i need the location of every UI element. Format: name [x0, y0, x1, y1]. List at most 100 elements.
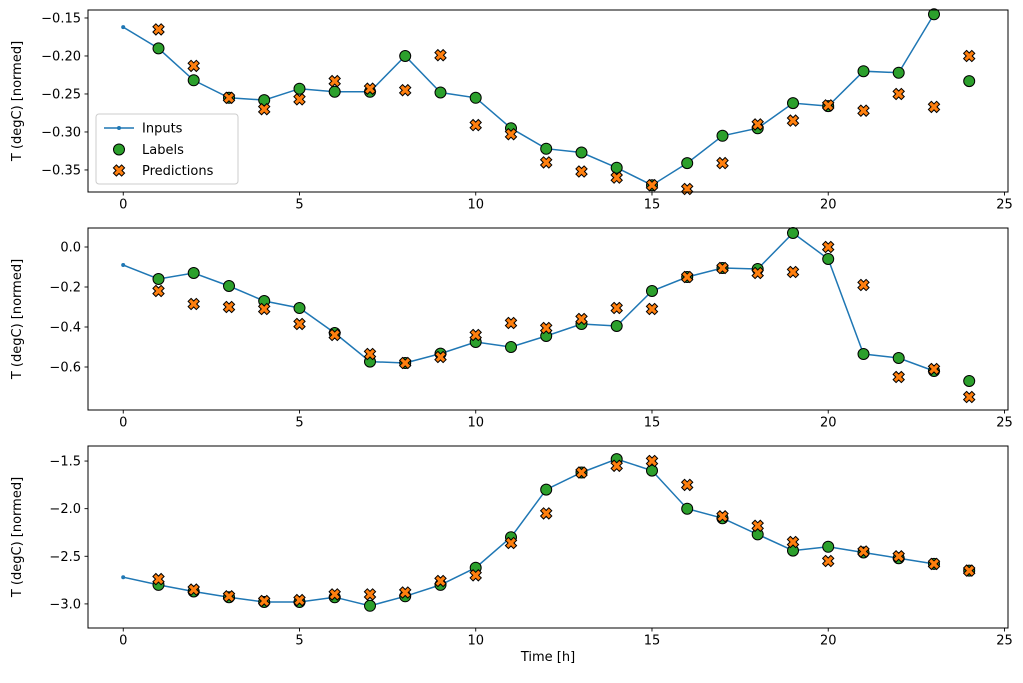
prediction-point [610, 459, 623, 473]
label-point [963, 375, 976, 387]
x-tick-label: 0 [119, 634, 127, 649]
legend-entry-predictions: Predictions [112, 164, 214, 179]
prediction-point [927, 362, 941, 376]
prediction-point [962, 564, 976, 577]
y-axis-label: T (degC) [normed] [10, 41, 25, 162]
x-tick-label: 5 [295, 416, 303, 431]
label-point [152, 273, 165, 285]
series-predictions [152, 454, 976, 608]
prediction-point [328, 74, 341, 88]
legend-entry-label: Predictions [142, 164, 214, 179]
label-point [822, 540, 835, 553]
prediction-point [716, 156, 729, 170]
y-tick-label: −1.5 [49, 455, 81, 470]
label-point [610, 320, 623, 332]
prediction-point [751, 266, 764, 280]
label-point [434, 86, 447, 99]
axes-frame [87, 9, 1009, 193]
label-point [258, 94, 271, 107]
y-tick-label: −2.5 [49, 550, 81, 565]
prediction-point [222, 300, 236, 314]
label-point [963, 75, 976, 88]
y-tick-label: −0.25 [41, 87, 81, 102]
prediction-point [398, 83, 412, 97]
prediction-point [751, 118, 764, 131]
legend-box [95, 113, 239, 185]
label-point [187, 74, 200, 87]
x-tick-label: 5 [295, 634, 303, 649]
legend-entry-labels: Labels [113, 143, 184, 158]
legend-labels-sample [113, 143, 125, 156]
label-point [575, 146, 588, 159]
prediction-point [821, 99, 835, 112]
prediction-point [504, 127, 518, 141]
prediction-point [645, 302, 659, 316]
y-tick-label: −2.0 [49, 502, 81, 517]
prediction-point [857, 545, 870, 558]
prediction-point [187, 583, 200, 596]
prediction-point [222, 590, 236, 603]
legend-entry-label: Inputs [142, 122, 183, 137]
label-point [364, 599, 376, 612]
prediction-point [962, 49, 976, 63]
prediction-point [857, 278, 870, 292]
label-point [716, 129, 729, 142]
prediction-point [539, 321, 553, 335]
prediction-point [927, 100, 941, 114]
y-axis-label: T (degC) [normed] [10, 259, 25, 380]
prediction-point [187, 297, 200, 311]
label-point [293, 82, 306, 95]
legend: Inputs Labels Predictions [95, 113, 239, 185]
prediction-point [821, 240, 835, 254]
prediction-point [680, 478, 694, 492]
prediction-point [539, 156, 553, 169]
label-point [787, 97, 799, 110]
label-point [822, 253, 835, 265]
label-point [857, 348, 870, 360]
label-point [928, 8, 940, 21]
prediction-point [222, 91, 236, 105]
x-tick-label: 20 [820, 416, 837, 431]
prediction-point [363, 588, 377, 601]
series-labels [152, 8, 976, 192]
label-point [540, 483, 553, 496]
x-tick-label: 20 [820, 198, 837, 213]
prediction-point [152, 572, 165, 586]
axes-frame [87, 445, 1009, 629]
label-point [187, 267, 200, 279]
prediction-point [645, 178, 659, 192]
label-point [328, 85, 341, 98]
x-tick-label: 0 [119, 416, 127, 431]
prediction-point [398, 356, 412, 370]
inputs-point [121, 575, 126, 580]
prediction-point [786, 535, 800, 549]
y-tick-label: −0.20 [41, 49, 81, 64]
x-tick-label: 5 [295, 198, 303, 213]
label-point [469, 91, 482, 104]
prediction-point [504, 536, 518, 550]
legend-inputs-dot [117, 126, 121, 130]
prediction-point [293, 593, 306, 607]
prediction-point [434, 350, 447, 364]
x-tick-label: 25 [996, 634, 1013, 649]
y-tick-label: −0.2 [49, 281, 81, 296]
label-point [646, 285, 658, 297]
y-tick-label: −0.6 [49, 361, 81, 376]
prediction-point [857, 104, 870, 117]
prediction-point [575, 165, 588, 178]
prediction-point [398, 586, 412, 599]
label-point [892, 66, 905, 79]
prediction-point [504, 316, 518, 330]
prediction-point [892, 370, 905, 384]
x-tick-label: 10 [467, 416, 484, 431]
label-point [152, 42, 165, 55]
label-point [646, 464, 658, 477]
inputs-point [121, 263, 126, 267]
y-tick-label: −0.4 [49, 321, 81, 336]
inputs-line [122, 232, 935, 372]
prediction-point [328, 328, 341, 342]
x-tick-label: 10 [467, 634, 484, 649]
prediction-point [539, 507, 553, 520]
legend-entry-label: Labels [142, 143, 184, 158]
label-point [610, 161, 623, 174]
